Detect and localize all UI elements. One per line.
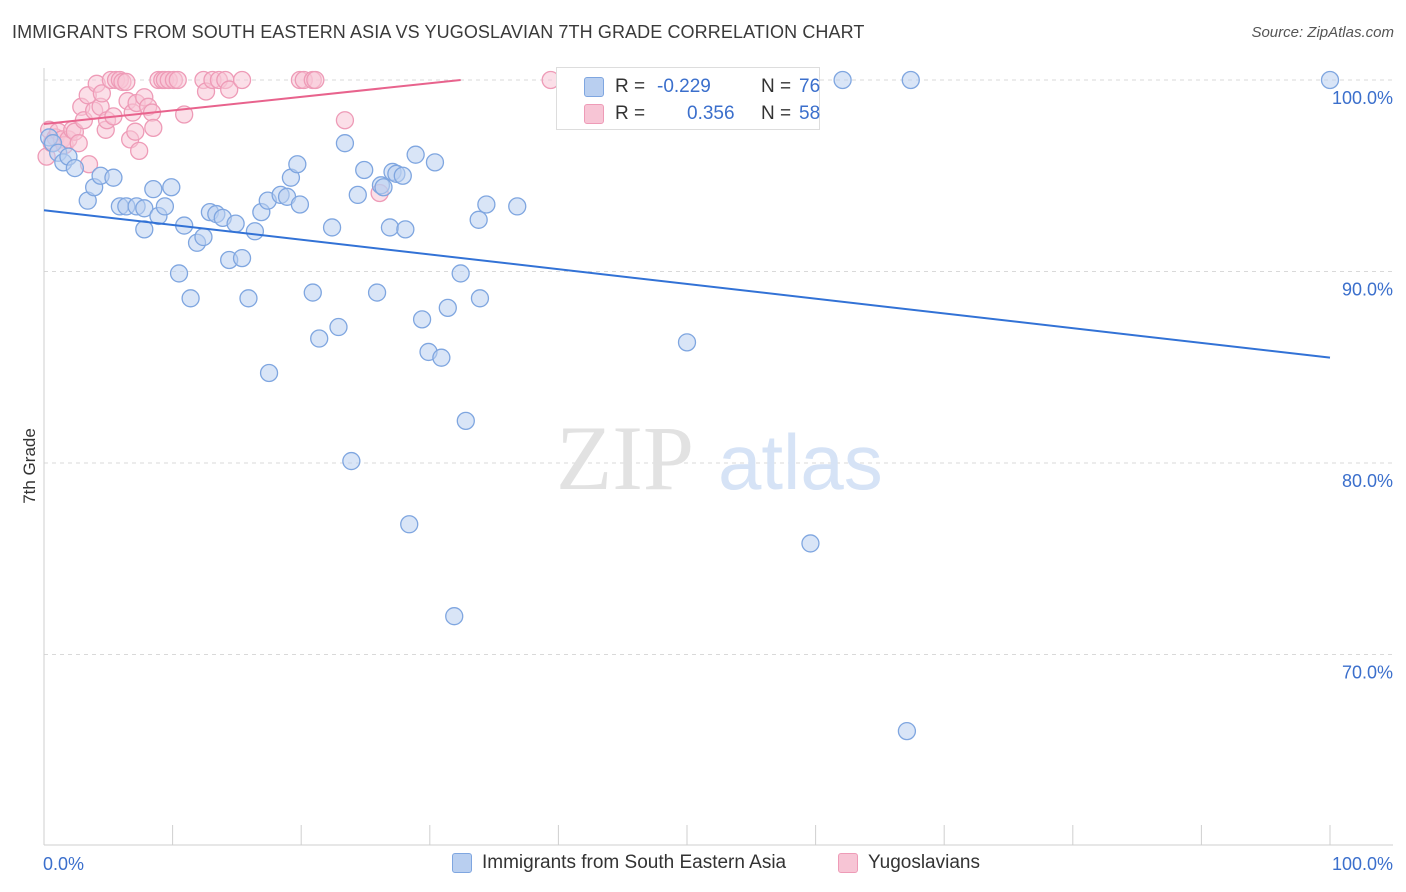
bottom-legend: Immigrants from South Eastern Asia Yugos… [0,850,1406,880]
data-point [288,155,307,174]
data-point [104,168,123,187]
data-point [92,84,112,103]
data-point [259,363,279,383]
data-point [169,264,189,283]
r-value: -0.229 [657,76,711,97]
data-point [456,411,475,431]
data-point [322,218,342,237]
data-point [1320,70,1340,90]
data-point [508,197,527,216]
data-point [342,451,361,471]
legend-item-pink[interactable]: Yugoslavians [838,852,980,874]
legend-label-pink: Yugoslavians [868,852,980,873]
y-tick-label: 70.0% [1342,663,1393,683]
legend-swatch-pink [838,853,858,873]
trend-line-pink [43,79,461,126]
data-point [470,289,490,308]
n-value: 76 [799,76,821,97]
data-point [168,70,187,90]
legend-label-blue: Immigrants from South Eastern Asia [482,852,787,873]
n-value: 58 [799,103,821,124]
y-tick-labels: 100.0% 90.0% 80.0% 70.0% [1332,88,1393,683]
trend-lines [43,79,1331,359]
y-axis-title: 7th Grade [20,428,39,504]
pink-swatch [584,104,604,124]
gridlines [44,79,1393,655]
data-point [901,70,920,90]
r-label: R = [615,103,646,124]
data-point [194,227,213,247]
data-point [65,158,85,178]
data-point [162,178,181,197]
data-point [239,289,258,308]
data-point [335,111,355,130]
watermark: ZIP atlas [556,407,883,509]
data-point [801,534,820,553]
series-south-eastern-asia [39,70,1340,741]
data-point [329,317,348,337]
data-point [306,70,325,90]
axes [43,68,1393,846]
r-label: R = [615,76,646,97]
data-point [400,515,419,534]
data-point [245,222,265,241]
n-label: N = [761,103,792,124]
data-point [117,72,136,92]
data-point [380,218,400,237]
y-tick-label: 100.0% [1332,88,1393,108]
data-point [677,333,697,352]
data-point [445,607,464,626]
data-point [406,145,425,164]
n-label: N = [761,76,792,97]
data-point [833,70,852,90]
data-point [69,134,88,153]
data-point [355,160,374,180]
data-point [348,185,367,205]
data-point [396,220,415,239]
data-point [130,141,149,161]
data-point [897,721,917,741]
data-point [412,310,432,329]
data-point [220,80,239,99]
data-point [303,283,322,302]
data-point [144,118,163,138]
data-point [438,298,457,318]
data-point [393,166,412,185]
data-point [310,329,329,348]
x-tick-label-right: 100.0% [1332,854,1393,874]
data-point [451,264,470,283]
trend-line-blue [43,209,1331,359]
chart-title: IMMIGRANTS FROM SOUTH EASTERN ASIA VS YU… [12,22,865,42]
data-point [469,210,488,229]
x-tick-label-left: 0.0% [43,854,84,874]
data-point [226,214,245,233]
data-point [374,178,393,197]
data-point [135,199,154,218]
data-point [232,248,252,268]
data-point [126,122,145,141]
data-point [232,70,252,90]
data-point [290,195,310,214]
legend-swatch-blue [452,853,472,873]
stats-legend: R = -0.229 N = 76 R = 0.356 N = 58 [556,67,820,130]
r-value: 0.356 [687,103,735,124]
data-point [477,195,496,214]
data-point [425,153,445,172]
data-point [335,134,355,153]
data-point [432,348,451,367]
watermark-zip: ZIP [556,407,694,509]
data-point [181,289,200,308]
data-point [135,220,154,239]
watermark-atlas: atlas [718,418,883,506]
data-point [144,180,163,199]
y-tick-label: 90.0% [1342,280,1393,300]
data-point [155,197,175,216]
source-label: Source: ZipAtlas.com [1251,24,1394,41]
blue-swatch [584,77,604,97]
legend-item-blue[interactable]: Immigrants from South Eastern Asia [452,852,786,874]
y-tick-label: 80.0% [1342,471,1393,491]
data-point [367,283,387,302]
